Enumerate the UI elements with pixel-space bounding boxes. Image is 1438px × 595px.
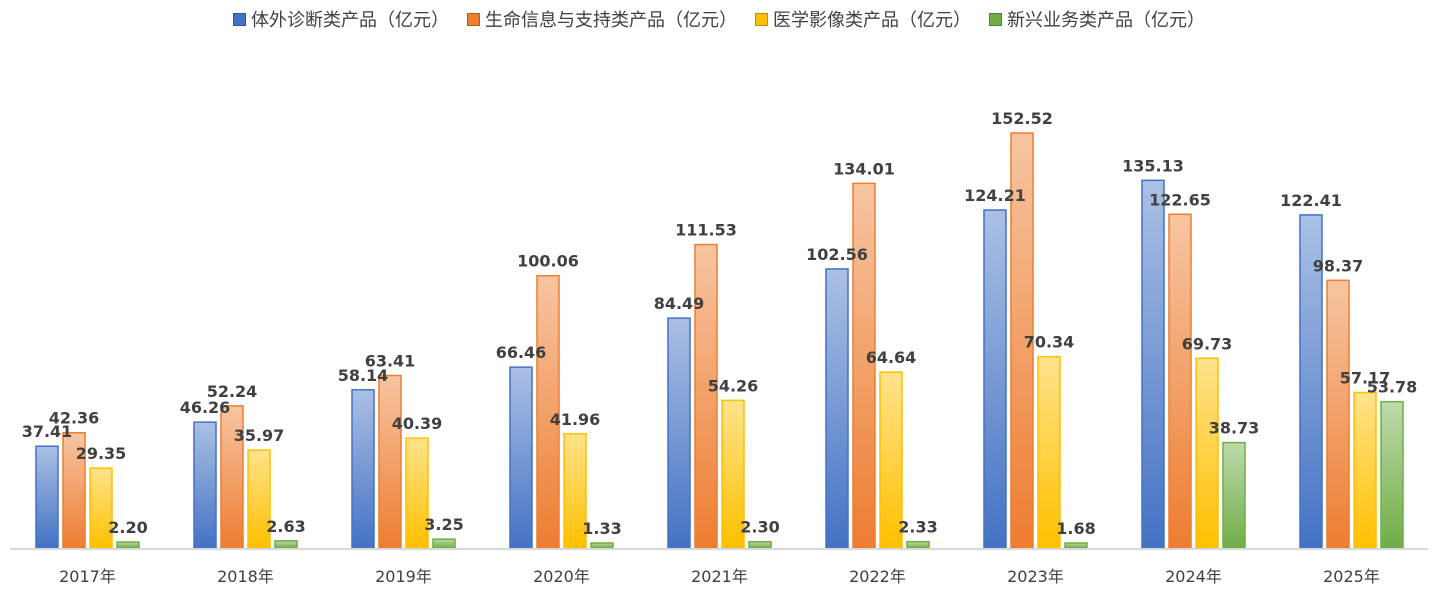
data-label-1-2022年: 102.56 <box>806 245 868 264</box>
bar-1-2020年 <box>509 366 533 549</box>
bar-1-2021年 <box>667 317 691 549</box>
bar-3-2024年 <box>1195 357 1219 549</box>
data-label-2-2017年: 42.36 <box>49 409 100 428</box>
bar-1-2017年 <box>35 445 59 549</box>
data-label-4-2023年: 1.68 <box>1056 519 1095 538</box>
data-label-3-2018年: 35.97 <box>234 426 285 445</box>
bar-4-2021年 <box>748 540 772 549</box>
legend-item-2: 生命信息与支持类产品（亿元） <box>467 6 737 32</box>
bar-4-2018年 <box>274 540 298 549</box>
data-label-1-2017年: 37.41 <box>22 422 73 441</box>
data-label-3-2019年: 40.39 <box>392 414 443 433</box>
data-label-1-2018年: 46.26 <box>180 398 231 417</box>
data-label-2-2018年: 52.24 <box>207 382 258 401</box>
legend-item-1: 体外诊断类产品（亿元） <box>233 6 449 32</box>
data-label-1-2025年: 122.41 <box>1280 191 1342 210</box>
data-label-3-2023年: 70.34 <box>1024 333 1075 352</box>
bar-4-2025年 <box>1380 400 1404 549</box>
x-tick-label-8: 2024年 <box>1165 567 1222 586</box>
legend-swatch-1 <box>233 12 246 26</box>
data-label-1-2024年: 135.13 <box>1122 156 1184 175</box>
data-label-4-2022年: 2.33 <box>898 518 937 537</box>
bar-4-2022年 <box>906 540 930 549</box>
x-tick-label-7: 2023年 <box>1007 567 1064 586</box>
data-label-2-2023年: 152.52 <box>991 109 1053 128</box>
x-tick-label-9: 2025年 <box>1323 567 1380 586</box>
bar-1-2023年 <box>983 209 1007 549</box>
bar-4-2023年 <box>1064 542 1088 549</box>
legend-swatch-3 <box>755 12 768 26</box>
x-tick-label-5: 2021年 <box>691 567 748 586</box>
data-label-2-2022年: 134.01 <box>833 159 895 178</box>
legend-label-1: 体外诊断类产品（亿元） <box>251 10 449 31</box>
x-tick-label-1: 2017年 <box>59 567 116 586</box>
bar-4-2024年 <box>1222 441 1246 549</box>
data-label-4-2025年: 53.78 <box>1367 378 1418 397</box>
legend-swatch-2 <box>467 12 480 26</box>
data-label-4-2024年: 38.73 <box>1209 419 1260 438</box>
bar-1-2018年 <box>193 421 217 549</box>
data-label-4-2017年: 2.20 <box>108 518 147 537</box>
data-label-3-2020年: 41.96 <box>550 410 601 429</box>
bar-2-2019年 <box>378 374 402 549</box>
legend-item-3: 医学影像类产品（亿元） <box>755 6 971 32</box>
data-label-1-2021年: 84.49 <box>654 294 705 313</box>
x-tick-label-6: 2022年 <box>849 567 906 586</box>
data-label-3-2022年: 64.64 <box>866 348 917 367</box>
bar-1-2022年 <box>825 268 849 549</box>
data-label-2-2025年: 98.37 <box>1313 256 1364 275</box>
data-label-1-2020年: 66.46 <box>496 343 547 362</box>
data-label-4-2018年: 2.63 <box>266 517 305 536</box>
x-axis-tick-labels: 2017年 2018年 2019年 2020年 2021年 2022年 2023年 2024年… <box>59 567 1380 586</box>
x-tick-label-3: 2019年 <box>375 567 432 586</box>
data-label-2-2021年: 111.53 <box>675 221 737 240</box>
bar-4-2019年 <box>432 538 456 549</box>
x-tick-label-4: 2020年 <box>533 567 590 586</box>
data-label-3-2025年: 57.17 <box>1340 368 1391 387</box>
data-label-2-2019年: 63.41 <box>365 351 416 370</box>
data-label-4-2021年: 2.30 <box>740 518 779 537</box>
legend-label-2: 生命信息与支持类产品（亿元） <box>485 10 737 31</box>
chart-legend: 体外诊断类产品（亿元） 生命信息与支持类产品（亿元） 医学影像类产品（亿元） 新兴业务… <box>0 6 1438 32</box>
data-label-1-2019年: 58.14 <box>338 366 389 385</box>
legend-item-4: 新兴业务类产品（亿元） <box>989 6 1205 32</box>
bar-2-2021年 <box>694 243 718 549</box>
bar-4-2017年 <box>116 541 140 549</box>
x-tick-label-2: 2018年 <box>217 567 274 586</box>
bar-2-2025年 <box>1326 279 1350 549</box>
bar-3-2025年 <box>1353 391 1377 549</box>
bar-1-2024年 <box>1141 179 1165 549</box>
data-label-1-2023年: 124.21 <box>964 186 1026 205</box>
bar-4-2020年 <box>590 542 614 549</box>
bar-2-2024年 <box>1168 213 1192 549</box>
legend-swatch-4 <box>989 12 1002 26</box>
legend-label-3: 医学影像类产品（亿元） <box>773 10 971 31</box>
data-label-3-2024年: 69.73 <box>1182 334 1233 353</box>
bars-layer <box>35 132 1404 549</box>
data-label-3-2017年: 29.35 <box>76 444 127 463</box>
data-label-2-2020年: 100.06 <box>517 252 579 271</box>
data-label-3-2021年: 54.26 <box>708 376 759 395</box>
data-label-4-2019年: 3.25 <box>424 515 463 534</box>
bar-1-2019年 <box>351 389 375 549</box>
data-label-4-2020年: 1.33 <box>582 519 621 538</box>
data-label-2-2024年: 122.65 <box>1149 190 1211 209</box>
legend-label-4: 新兴业务类产品（亿元） <box>1007 10 1205 31</box>
